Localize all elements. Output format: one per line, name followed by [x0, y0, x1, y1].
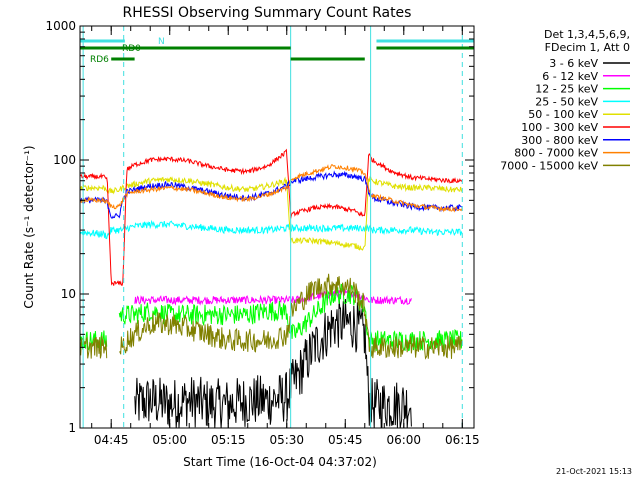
legend-label: 800 - 7000 keV — [514, 147, 598, 160]
series-line — [80, 176, 463, 251]
legend-label: 50 - 100 keV — [528, 108, 598, 121]
legend-label: 12 - 25 keV — [535, 83, 598, 96]
y-tick-label: 1 — [68, 421, 76, 435]
flag-label-rd0: RD0 — [122, 44, 141, 54]
legend-label: 3 - 6 keV — [549, 57, 598, 70]
legend-label: 6 - 12 keV — [542, 70, 598, 83]
x-tick-label: 05:00 — [152, 433, 187, 447]
legend-title-line-1: Det 1,3,4,5,6,9, — [544, 28, 630, 41]
legend-title-line-2: FDecim 1, Att 0 — [545, 41, 630, 54]
series-line — [134, 289, 412, 306]
flag-label-rd6: RD6 — [90, 55, 109, 65]
legend-label: 300 - 800 keV — [521, 134, 598, 147]
y-tick-label: 10 — [61, 287, 76, 301]
x-tick-label: 05:30 — [269, 433, 304, 447]
series-line — [80, 163, 463, 213]
series-line — [80, 148, 463, 286]
footer-date: 21-Oct-2021 15:13 — [556, 467, 632, 476]
y-tick-label: 100 — [53, 153, 76, 167]
x-tick-label: 06:15 — [445, 433, 480, 447]
flag-label-n: N — [158, 37, 165, 47]
y-axis-label: Count Rate (s⁻¹ detector⁻¹) — [22, 145, 36, 308]
series-line — [80, 219, 463, 240]
x-axis-label: Start Time (16-Oct-04 04:37:02) — [183, 455, 377, 469]
legend-label: 7000 - 15000 keV — [500, 159, 598, 172]
x-tick-label: 05:15 — [211, 433, 246, 447]
x-tick-label: 05:45 — [328, 433, 363, 447]
legend-label: 25 - 50 keV — [535, 95, 598, 108]
chart-title: RHESSI Observing Summary Count Rates — [123, 5, 412, 21]
x-tick-label: 04:45 — [94, 433, 129, 447]
legend-label: 100 - 300 keV — [521, 121, 598, 134]
x-tick-label: 06:00 — [386, 433, 421, 447]
series-line — [134, 297, 412, 428]
plot-frame — [79, 25, 475, 429]
y-tick-label: 1000 — [45, 19, 76, 33]
